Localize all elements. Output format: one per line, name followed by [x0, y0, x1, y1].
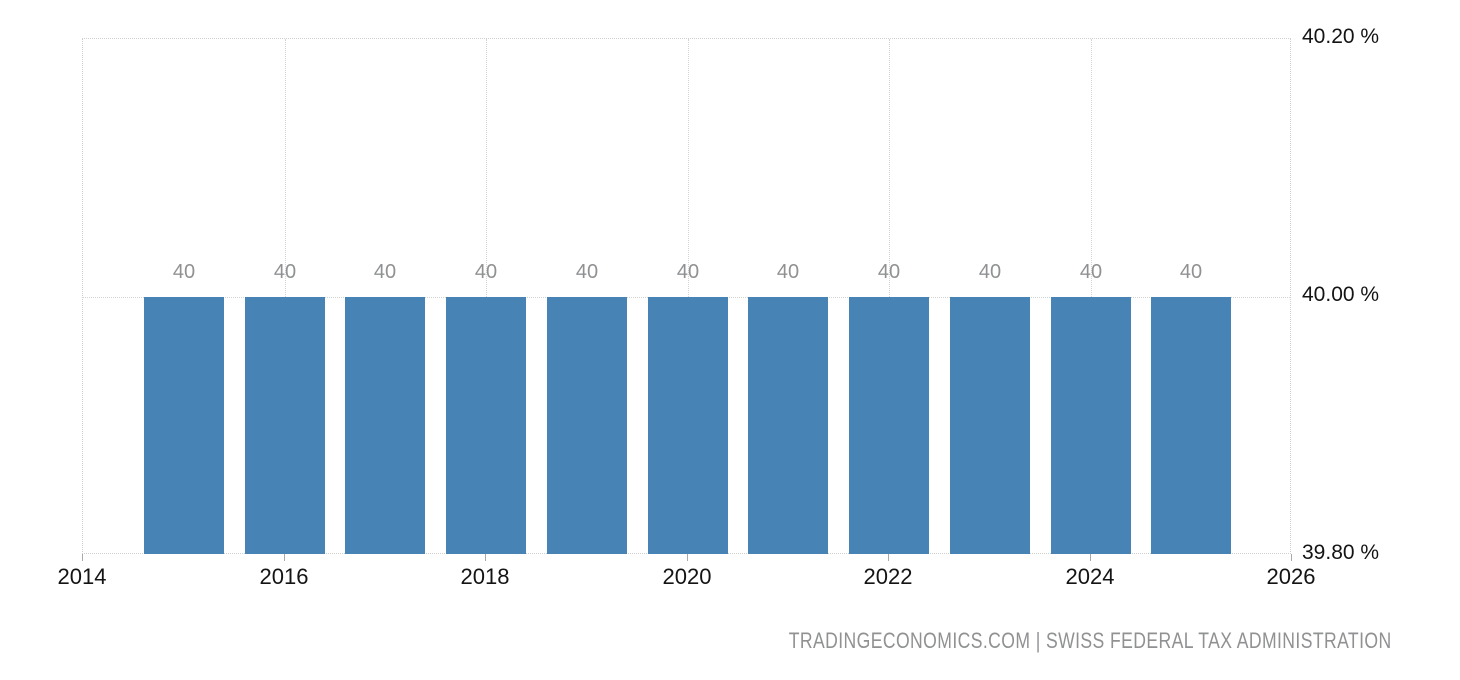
x-axis-label-2026: 2026 [1266, 564, 1316, 589]
bar-2022[interactable] [849, 297, 929, 554]
x-axis-label-2018: 2018 [460, 564, 510, 589]
bar-value-label: 40 [172, 261, 196, 283]
bar-value-label: 40 [978, 261, 1002, 283]
bar-2024[interactable] [1051, 297, 1131, 554]
bar-2021[interactable] [748, 297, 828, 554]
x-axis-tick [687, 554, 688, 561]
vertical-gridline [285, 39, 286, 553]
x-axis-tick [82, 554, 83, 561]
bar-2018[interactable] [446, 297, 526, 554]
x-axis-label-2022: 2022 [863, 564, 913, 589]
bar-2015[interactable] [144, 297, 224, 554]
vertical-gridline [688, 39, 689, 553]
x-axis-label-2016: 2016 [259, 564, 309, 589]
x-axis-tick [284, 554, 285, 561]
bar-2017[interactable] [345, 297, 425, 554]
bar-value-label: 40 [474, 261, 498, 283]
x-axis-label-2024: 2024 [1065, 564, 1115, 589]
bar-2019[interactable] [547, 297, 627, 554]
bar-value-label: 40 [877, 261, 901, 283]
bar-value-label: 40 [273, 261, 297, 283]
x-axis-tick [1090, 554, 1091, 561]
bar-value-label: 40 [1179, 261, 1203, 283]
y-axis-label-40.20: 40.20 % [1302, 25, 1380, 48]
plot-area: 40 40 40 40 40 40 40 40 40 40 40 [82, 38, 1291, 554]
y-axis-label-39.80: 39.80 % [1302, 541, 1380, 564]
attribution-text: TRADINGECONOMICS.COM | SWISS FEDERAL TAX… [789, 628, 1392, 653]
y-axis-label-40.00: 40.00 % [1302, 283, 1380, 306]
vertical-gridline [1091, 39, 1092, 553]
x-axis-tick [1291, 554, 1292, 561]
bar-value-label: 40 [676, 261, 700, 283]
vertical-gridline [889, 39, 890, 553]
bar-value-label: 40 [1079, 261, 1103, 283]
x-axis-tick [485, 554, 486, 561]
bar-2020[interactable] [648, 297, 728, 554]
bar-2023[interactable] [950, 297, 1030, 554]
bar-2016[interactable] [245, 297, 325, 554]
bar-value-label: 40 [776, 261, 800, 283]
bar-value-label: 40 [575, 261, 599, 283]
x-axis-label-2020: 2020 [662, 564, 712, 589]
bar-value-label: 40 [373, 261, 397, 283]
x-axis-label-2014: 2014 [57, 564, 107, 589]
vertical-gridline [486, 39, 487, 553]
x-axis-tick [888, 554, 889, 561]
bar-2025[interactable] [1151, 297, 1231, 554]
